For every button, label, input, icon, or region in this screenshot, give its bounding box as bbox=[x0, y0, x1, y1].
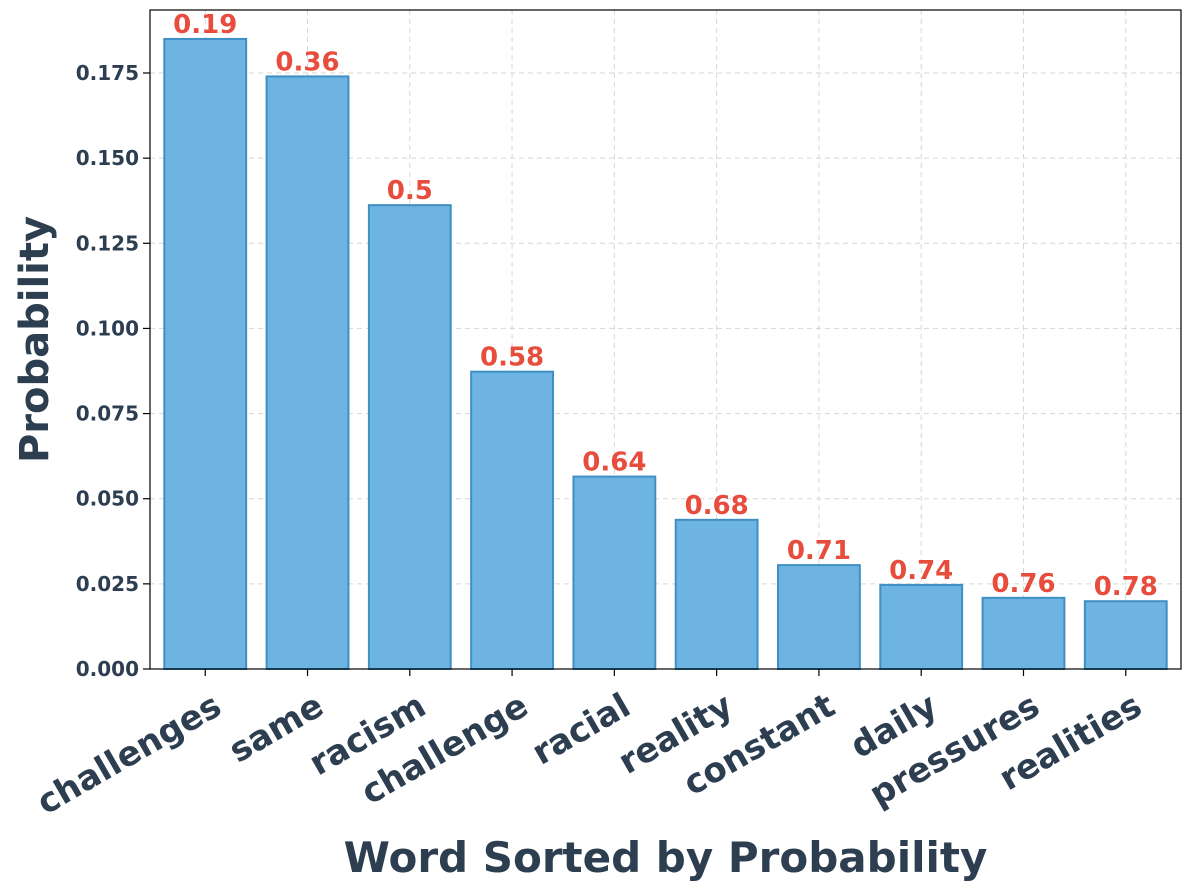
bar-value-label: 0.19 bbox=[173, 10, 237, 40]
bar-challenge bbox=[470, 370, 554, 670]
bar-value-label: 0.58 bbox=[480, 343, 544, 373]
bar-reality bbox=[674, 518, 759, 670]
y-axis-label: Probability bbox=[12, 216, 58, 463]
bar-value-label: 0.36 bbox=[275, 47, 339, 77]
bar-constant bbox=[777, 564, 861, 670]
bar-challenges bbox=[163, 37, 248, 671]
bar-value-label: 0.74 bbox=[889, 556, 953, 586]
bar-pressures bbox=[981, 596, 1066, 670]
bar-racism bbox=[367, 204, 452, 671]
y-tick-label: 0.050 bbox=[76, 487, 139, 511]
y-tick-label: 0.150 bbox=[76, 146, 139, 170]
bar-value-labels: 0.19 0.36 0.5 0.58 0.64 0.68 0.71 0.74 0.76 0.78 bbox=[173, 10, 1158, 602]
x-axis-ticks: challengessameracismchallengeracialreali… bbox=[30, 669, 1149, 823]
y-tick-label: 0.000 bbox=[76, 657, 139, 681]
y-tick-label: 0.075 bbox=[76, 402, 139, 426]
y-axis-ticks: 0.000 0.025 0.050 0.075 0.100 0.125 0.150 0.175 bbox=[76, 61, 150, 681]
y-tick-label: 0.175 bbox=[76, 61, 139, 85]
y-tick-label: 0.100 bbox=[76, 316, 139, 340]
bar-value-label: 0.71 bbox=[787, 536, 851, 566]
bar-value-label: 0.68 bbox=[685, 491, 749, 521]
bar-value-label: 0.78 bbox=[1094, 572, 1158, 602]
y-tick-label: 0.025 bbox=[76, 572, 139, 596]
bar-value-label: 0.76 bbox=[991, 569, 1055, 599]
bars bbox=[163, 37, 1168, 671]
bar-value-label: 0.5 bbox=[387, 176, 433, 206]
bar-racial bbox=[572, 475, 657, 670]
x-tick-label: challenges bbox=[30, 686, 228, 823]
bar-realities bbox=[1083, 600, 1168, 670]
bar-same bbox=[265, 75, 350, 671]
x-axis-label: Word Sorted by Probability bbox=[344, 833, 988, 882]
bar-daily bbox=[879, 583, 964, 670]
y-tick-label: 0.125 bbox=[76, 231, 139, 255]
bar-value-label: 0.64 bbox=[582, 448, 646, 478]
plot-frame bbox=[149, 9, 1182, 670]
